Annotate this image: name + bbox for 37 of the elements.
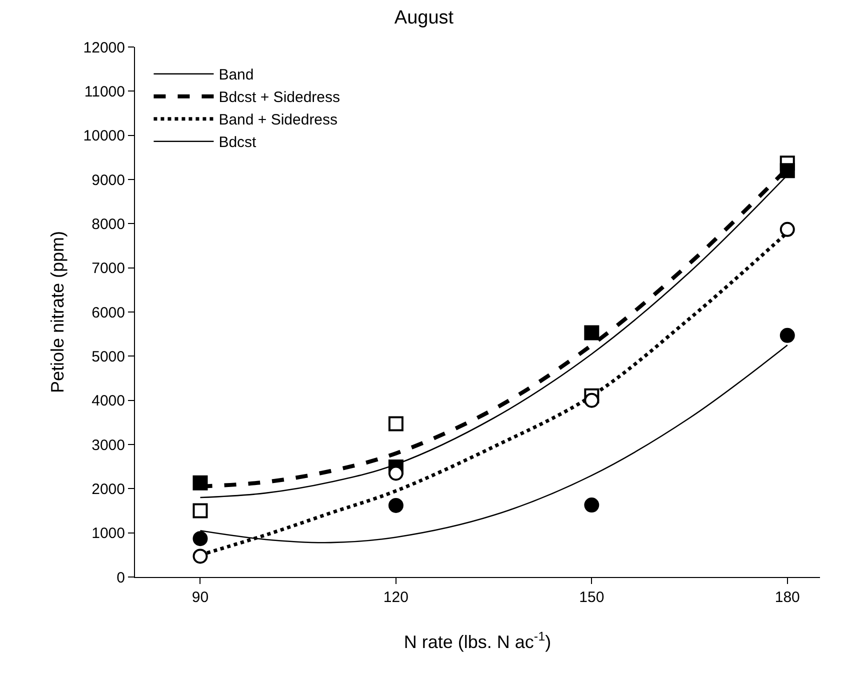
point bbox=[780, 163, 795, 178]
point bbox=[388, 466, 404, 481]
legend-label: Bdcst bbox=[218, 134, 258, 152]
x-tick-label: 120 bbox=[383, 589, 408, 606]
legend-label: Band bbox=[218, 66, 254, 84]
point bbox=[388, 416, 404, 432]
point bbox=[780, 328, 795, 343]
y-tick-label: 0 bbox=[116, 569, 125, 586]
x-tick-label: 150 bbox=[579, 589, 604, 606]
y-tick-label: 1000 bbox=[92, 525, 125, 542]
legend-label: Bdcst + Sidedress bbox=[218, 89, 340, 106]
legend-label: Band + Sidedress bbox=[218, 112, 338, 129]
y-tick-label: 6000 bbox=[92, 304, 125, 322]
point bbox=[192, 503, 208, 518]
y-axis-title: Petiole nitrate (ppm) bbox=[47, 230, 68, 394]
point bbox=[192, 548, 208, 564]
y-tick-label: 12000 bbox=[83, 39, 125, 56]
y-tick-label: 8000 bbox=[92, 216, 125, 233]
y-tick-label: 7000 bbox=[92, 260, 125, 278]
x-axis-title: N rate (lbs. N ac$^{-1}$) bbox=[404, 630, 552, 652]
x-tick-label: 90 bbox=[192, 589, 209, 606]
point bbox=[388, 498, 404, 513]
y-tick-label: 10000 bbox=[83, 128, 125, 145]
point bbox=[780, 222, 795, 237]
point bbox=[192, 531, 208, 546]
point bbox=[584, 392, 600, 408]
point bbox=[192, 475, 208, 490]
y-tick-label: 4000 bbox=[92, 392, 125, 410]
y-tick-label: 2000 bbox=[92, 480, 125, 498]
y-tick-label: 9000 bbox=[92, 172, 125, 189]
y-tick-label: 5000 bbox=[92, 348, 125, 366]
x-tick-label: 180 bbox=[774, 589, 800, 606]
y-tick-label: 11000 bbox=[84, 83, 125, 100]
point bbox=[584, 325, 600, 340]
point bbox=[584, 498, 600, 513]
chart-title: August bbox=[394, 8, 454, 29]
y-tick-label: 3000 bbox=[92, 436, 125, 454]
